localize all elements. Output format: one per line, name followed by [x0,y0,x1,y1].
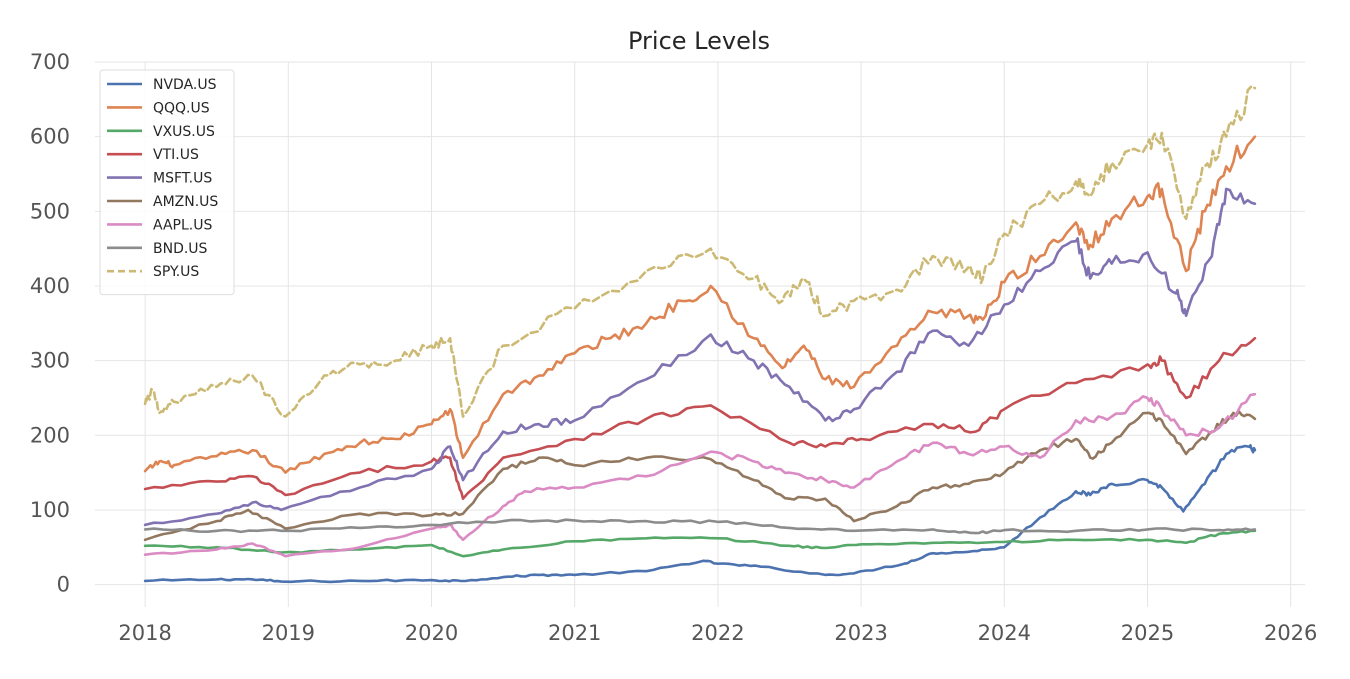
legend-label: NVDA.US [153,77,217,93]
x-tick-label: 2020 [405,621,458,645]
x-tick-label: 2021 [548,621,601,645]
x-tick-label: 2022 [691,621,744,645]
chart-title: Price Levels [628,27,770,55]
legend-label: SPY.US [153,264,199,280]
x-tick-label: 2025 [1121,621,1174,645]
legend-label: MSFT.US [153,171,212,187]
legend-label: VXUS.US [153,124,215,140]
series-line-vti-us [143,336,1257,500]
y-tick-label: 200 [30,423,70,447]
legend-label: VTI.US [153,147,199,163]
y-tick-label: 600 [30,125,70,149]
y-tick-label: 400 [30,274,70,298]
y-tick-label: 100 [30,498,70,522]
y-tick-label: 300 [30,349,70,373]
series-line-msft-us [143,187,1257,527]
series-line-spy-us [143,85,1257,418]
x-tick-label: 2026 [1264,621,1317,645]
axis-ticks: 2018 2019 2020 2021 2022 2023 2024 2025 2026 0 100… [30,50,1318,645]
legend-label: QQQ.US [153,100,210,116]
legend-label: AMZN.US [153,194,218,210]
legend-box [99,69,235,296]
y-tick-label: 0 [57,573,70,597]
series-line-aapl-us [143,392,1257,558]
series-line-amzn-us [143,410,1257,542]
grid [95,61,1305,607]
series-line-vxus-us [143,529,1257,558]
x-tick-label: 2024 [978,621,1031,645]
x-tick-label: 2019 [262,621,315,645]
y-tick-label: 700 [30,50,70,74]
legend: NVDA.US QQQ.US VXUS.US VTI.US MSFT.US AMZN.US… [99,69,235,296]
series-lines [143,85,1257,584]
series-line-nvda-us [143,444,1257,584]
series-line-bnd-us [143,518,1257,535]
x-tick-label: 2023 [834,621,887,645]
x-tick-label: 2018 [118,621,171,645]
legend-label: BND.US [153,241,208,257]
y-tick-label: 500 [30,199,70,223]
legend-label: AAPL.US [153,217,212,233]
series-line-qqq-us [143,135,1257,474]
